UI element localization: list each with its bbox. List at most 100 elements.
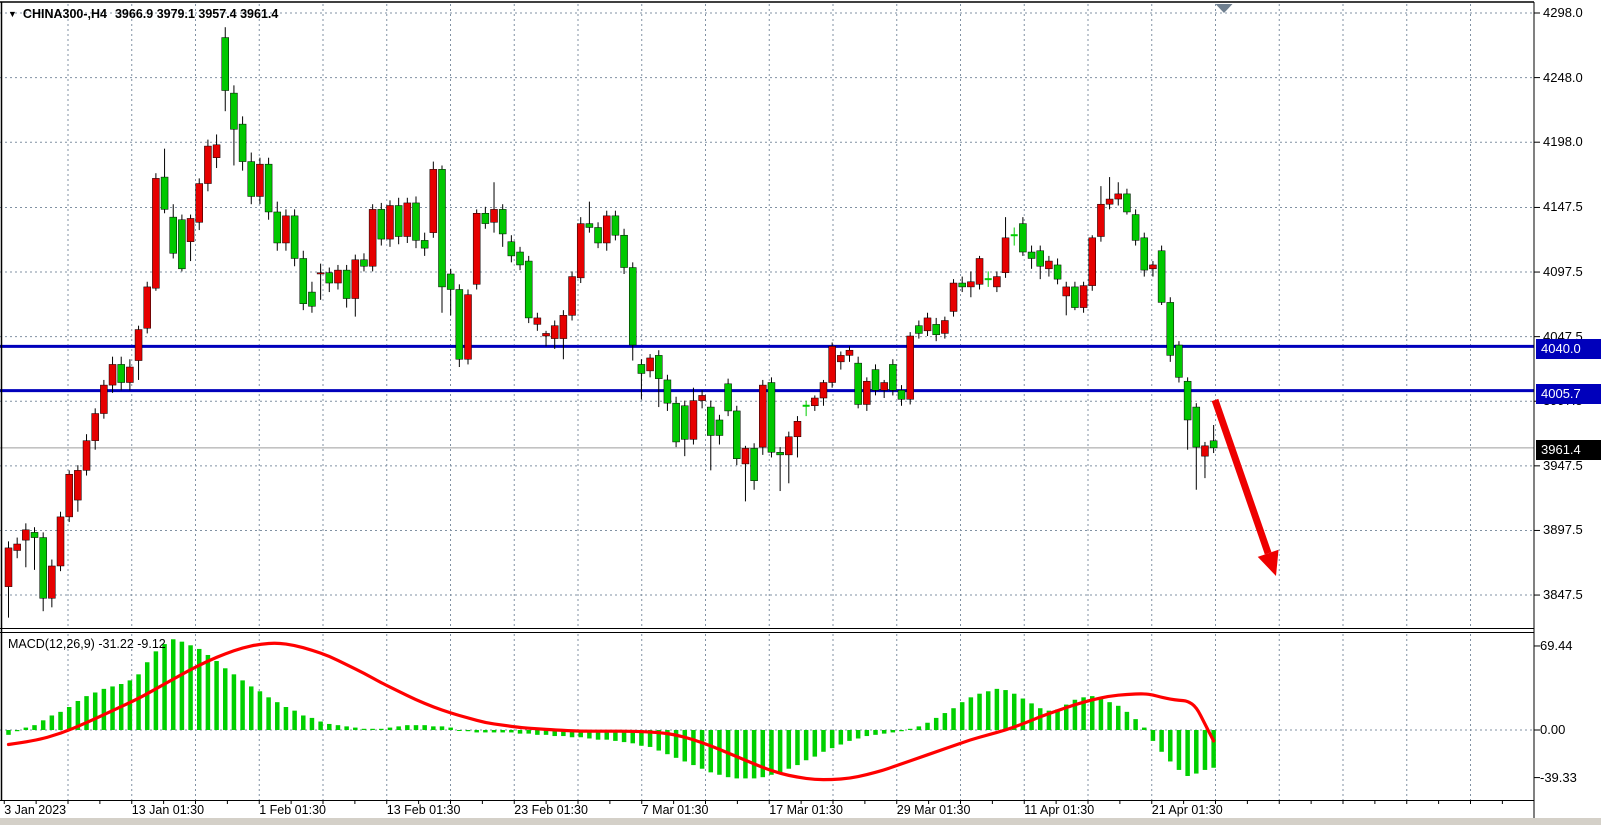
- macd-histogram-bar: [413, 725, 419, 730]
- bear-candle: [420, 240, 429, 249]
- macd-histogram-bar: [335, 725, 341, 730]
- bull-candle: [256, 163, 264, 197]
- bear-candle: [628, 267, 637, 346]
- macd-histogram-bar: [431, 726, 436, 730]
- bear-candle: [733, 410, 741, 459]
- macd-histogram-bar: [1003, 690, 1008, 730]
- macd-histogram-bar: [214, 661, 219, 730]
- bull-candle: [941, 320, 949, 334]
- macd-histogram-bar: [32, 725, 37, 730]
- macd-histogram-bar: [439, 726, 445, 730]
- bull-candle: [403, 202, 412, 237]
- macd-histogram-bar: [1046, 710, 1052, 730]
- bear-candle: [1175, 344, 1183, 378]
- macd-histogram-bar: [396, 726, 401, 730]
- macd-histogram-bar: [1037, 708, 1043, 730]
- macd-histogram-bar: [569, 730, 575, 738]
- macd-histogram-bar: [1185, 730, 1190, 776]
- price-axis-label: 3847.5: [1543, 587, 1583, 603]
- macd-histogram-bar: [751, 730, 757, 779]
- price-axis-label: 4248.0: [1543, 69, 1583, 85]
- bull-candle: [82, 440, 91, 471]
- bear-candle: [776, 452, 784, 456]
- bull-candle: [212, 144, 221, 158]
- bull-candle: [334, 269, 342, 284]
- macd-histogram-bar: [110, 686, 115, 730]
- bull-candle: [759, 384, 767, 448]
- bull-candle: [811, 397, 819, 407]
- bull-candle: [204, 145, 212, 184]
- bear-candle: [360, 259, 368, 267]
- macd-histogram-bar: [196, 648, 202, 730]
- macd-histogram-bar: [188, 645, 193, 730]
- bear-candle: [117, 364, 125, 383]
- trend-arrow-head[interactable]: [1257, 549, 1279, 576]
- macd-histogram-bar: [162, 644, 167, 730]
- bull-candle: [863, 380, 871, 405]
- bull-candle: [906, 335, 914, 400]
- macd-histogram-bar: [621, 730, 627, 743]
- bull-candle: [542, 333, 550, 337]
- bear-candle: [611, 215, 620, 236]
- bear-candle: [412, 202, 420, 241]
- bear-candle: [1019, 223, 1027, 253]
- macd-histogram-bar: [1107, 702, 1112, 730]
- macd-histogram-bar: [673, 730, 679, 758]
- macd-histogram-bar: [379, 728, 384, 730]
- bull-candle: [126, 366, 134, 383]
- macd-axis-label: -39.33: [1540, 769, 1577, 785]
- trend-arrow-shaft[interactable]: [1211, 398, 1272, 555]
- bull-candle: [1088, 237, 1096, 286]
- window-bottom-strip: [0, 818, 1601, 825]
- bull-candle: [1097, 203, 1105, 237]
- macd-histogram-bar: [760, 730, 766, 778]
- macd-histogram-bar: [266, 697, 271, 730]
- time-axis-label: 13 Feb 01:30: [386, 803, 461, 817]
- bear-candle: [897, 390, 906, 400]
- macd-histogram-bar: [257, 691, 263, 730]
- macd-histogram-bar: [1168, 730, 1173, 762]
- macd-histogram-bar: [422, 725, 427, 730]
- bear-candle: [516, 251, 524, 266]
- macd-histogram-bar: [535, 730, 540, 735]
- macd-histogram-bar: [1090, 696, 1095, 730]
- macd-histogram-bar: [1202, 730, 1208, 770]
- macd-histogram-bar: [509, 730, 514, 733]
- bear-candle: [290, 215, 299, 259]
- macd-histogram-bar: [821, 730, 826, 752]
- hline-price-badge: 4040.0: [1536, 339, 1601, 360]
- bear-candle: [325, 272, 334, 284]
- bear-candle: [394, 205, 403, 237]
- macd-histogram-bar: [144, 662, 150, 730]
- macd-histogram-bar: [1142, 727, 1147, 730]
- bull-candle: [689, 400, 698, 440]
- macd-histogram-bar: [951, 708, 956, 730]
- macd-histogram-bar: [92, 692, 98, 730]
- bull-candle: [1079, 285, 1088, 308]
- bear-candle: [238, 123, 247, 162]
- bear-candle: [160, 176, 169, 210]
- bear-candle: [620, 234, 628, 268]
- macd-histogram-bar: [1176, 730, 1182, 770]
- bull-candle: [4, 547, 13, 587]
- macd-indicator-label: MACD(12,26,9) -31.22 -9.12: [8, 637, 166, 651]
- bear-candle: [30, 532, 39, 538]
- macd-histogram-bar: [474, 730, 479, 733]
- time-axis-label: 17 Mar 01:30: [769, 803, 843, 817]
- bear-candle: [455, 289, 464, 360]
- macd-histogram-bar: [769, 730, 774, 775]
- bull-candle: [472, 213, 481, 285]
- macd-histogram-bar: [127, 680, 133, 730]
- symbol-dropdown-icon[interactable]: ▼: [8, 9, 17, 19]
- bull-candle: [559, 315, 568, 339]
- price-axis-label: 4097.5: [1543, 264, 1583, 280]
- price-axis-label: 3897.5: [1543, 522, 1583, 538]
- macd-histogram-bar: [370, 728, 375, 730]
- macd-histogram-bar: [864, 730, 870, 737]
- bull-candle: [741, 448, 750, 465]
- price-axis-label: 4198.0: [1543, 134, 1583, 150]
- macd-histogram-bar: [318, 721, 323, 730]
- bull-candle: [568, 276, 576, 316]
- macd-histogram-bar: [465, 730, 471, 732]
